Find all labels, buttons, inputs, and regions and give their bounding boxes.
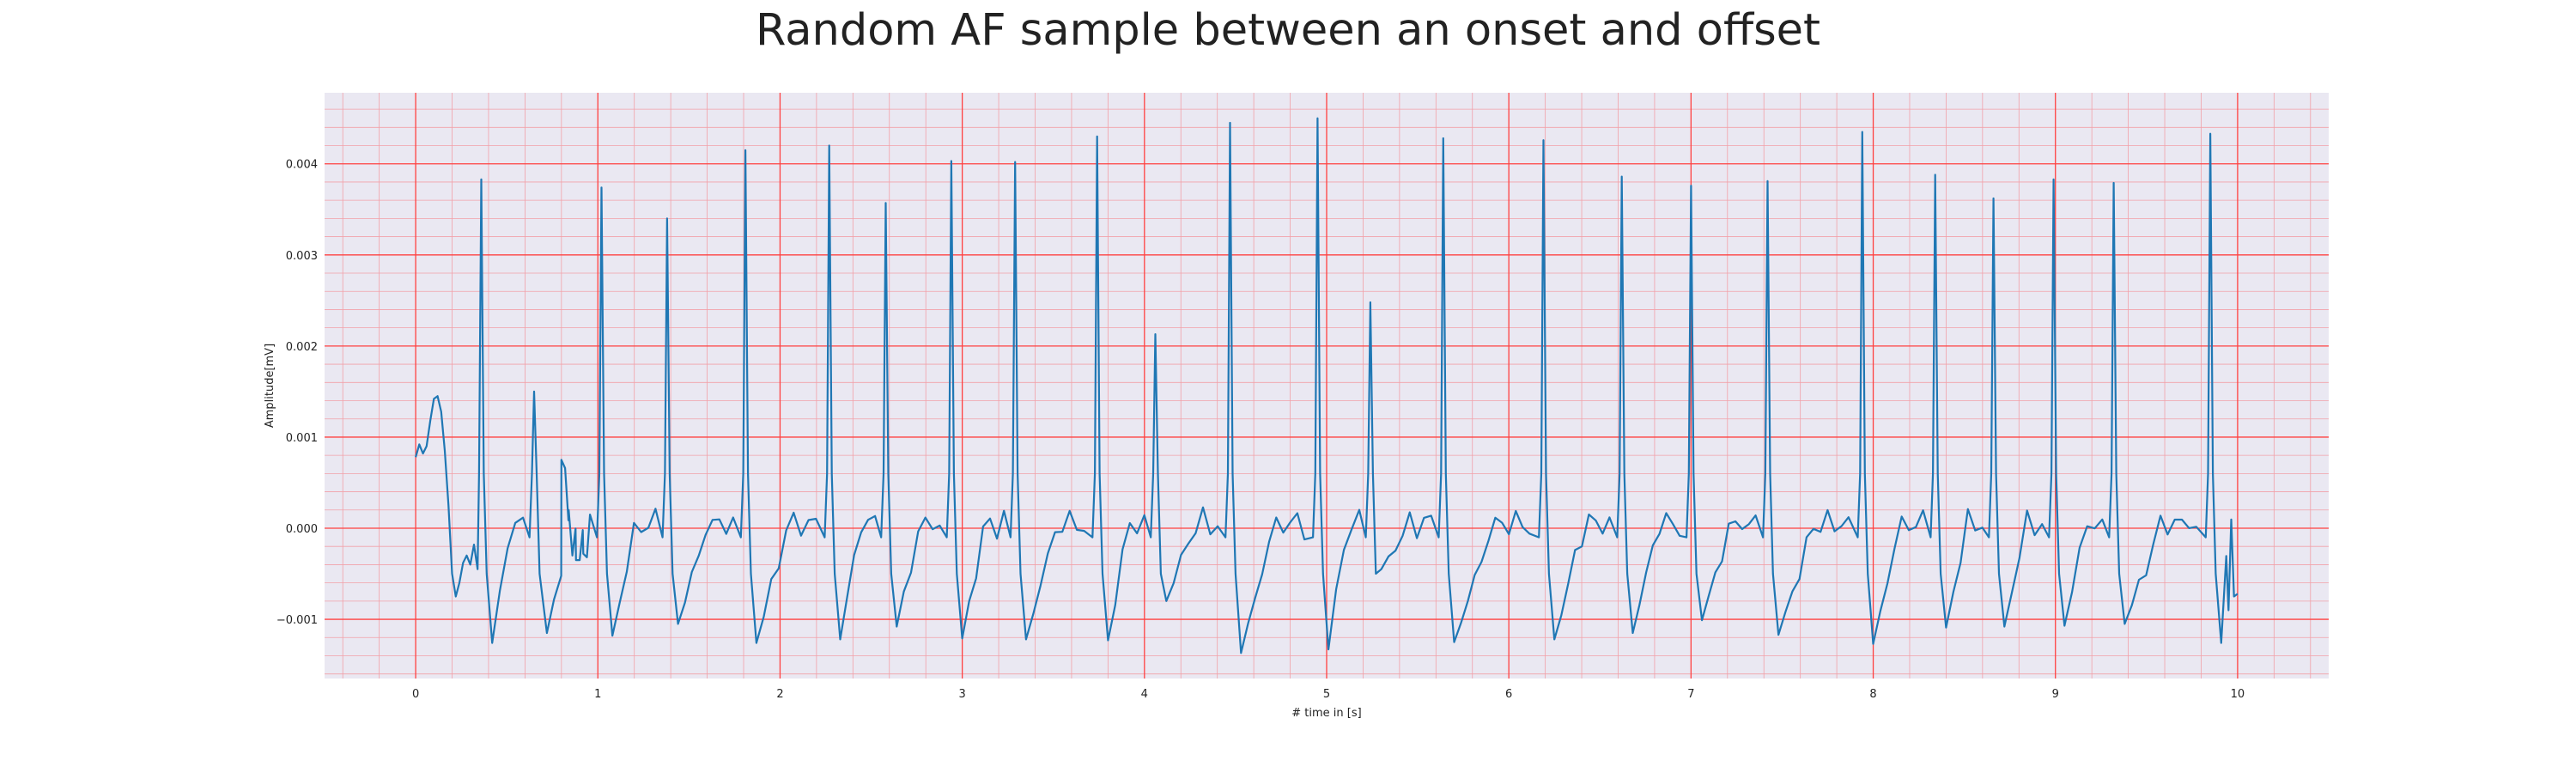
x-tick-label: 5 (1323, 688, 1330, 701)
y-tick-label: −0.001 (276, 614, 318, 627)
x-tick-label: 9 (2052, 688, 2059, 701)
y-tick-label: 0.003 (286, 250, 318, 263)
series-line (415, 117, 2239, 654)
x-tick-labels: 0 1 2 3 4 5 6 7 8 9 10 (412, 688, 2245, 701)
y-tick-label: 0.004 (286, 159, 318, 172)
x-tick-label: 3 (958, 688, 965, 701)
x-tick-label: 1 (594, 688, 601, 701)
x-tick-label: 4 (1141, 688, 1148, 701)
y-axis-label: Amplitude[mV] (264, 344, 276, 428)
x-tick-label: 8 (1869, 688, 1876, 701)
x-tick-label: 6 (1505, 688, 1512, 701)
x-tick-label: 10 (2231, 688, 2245, 701)
x-tick-label: 0 (412, 688, 419, 701)
x-tick-label: 2 (776, 688, 783, 701)
chart-title: Random AF sample between an onset and of… (755, 5, 1821, 56)
y-tick-label: 0.000 (286, 523, 318, 536)
y-tick-labels: −0.001 0.000 0.001 0.002 0.003 0.004 (276, 159, 318, 627)
x-tick-label: 7 (1687, 688, 1694, 701)
y-tick-label: 0.001 (286, 432, 318, 445)
y-tick-label: 0.002 (286, 341, 318, 354)
x-axis-label: # time in [s] (1291, 707, 1361, 720)
